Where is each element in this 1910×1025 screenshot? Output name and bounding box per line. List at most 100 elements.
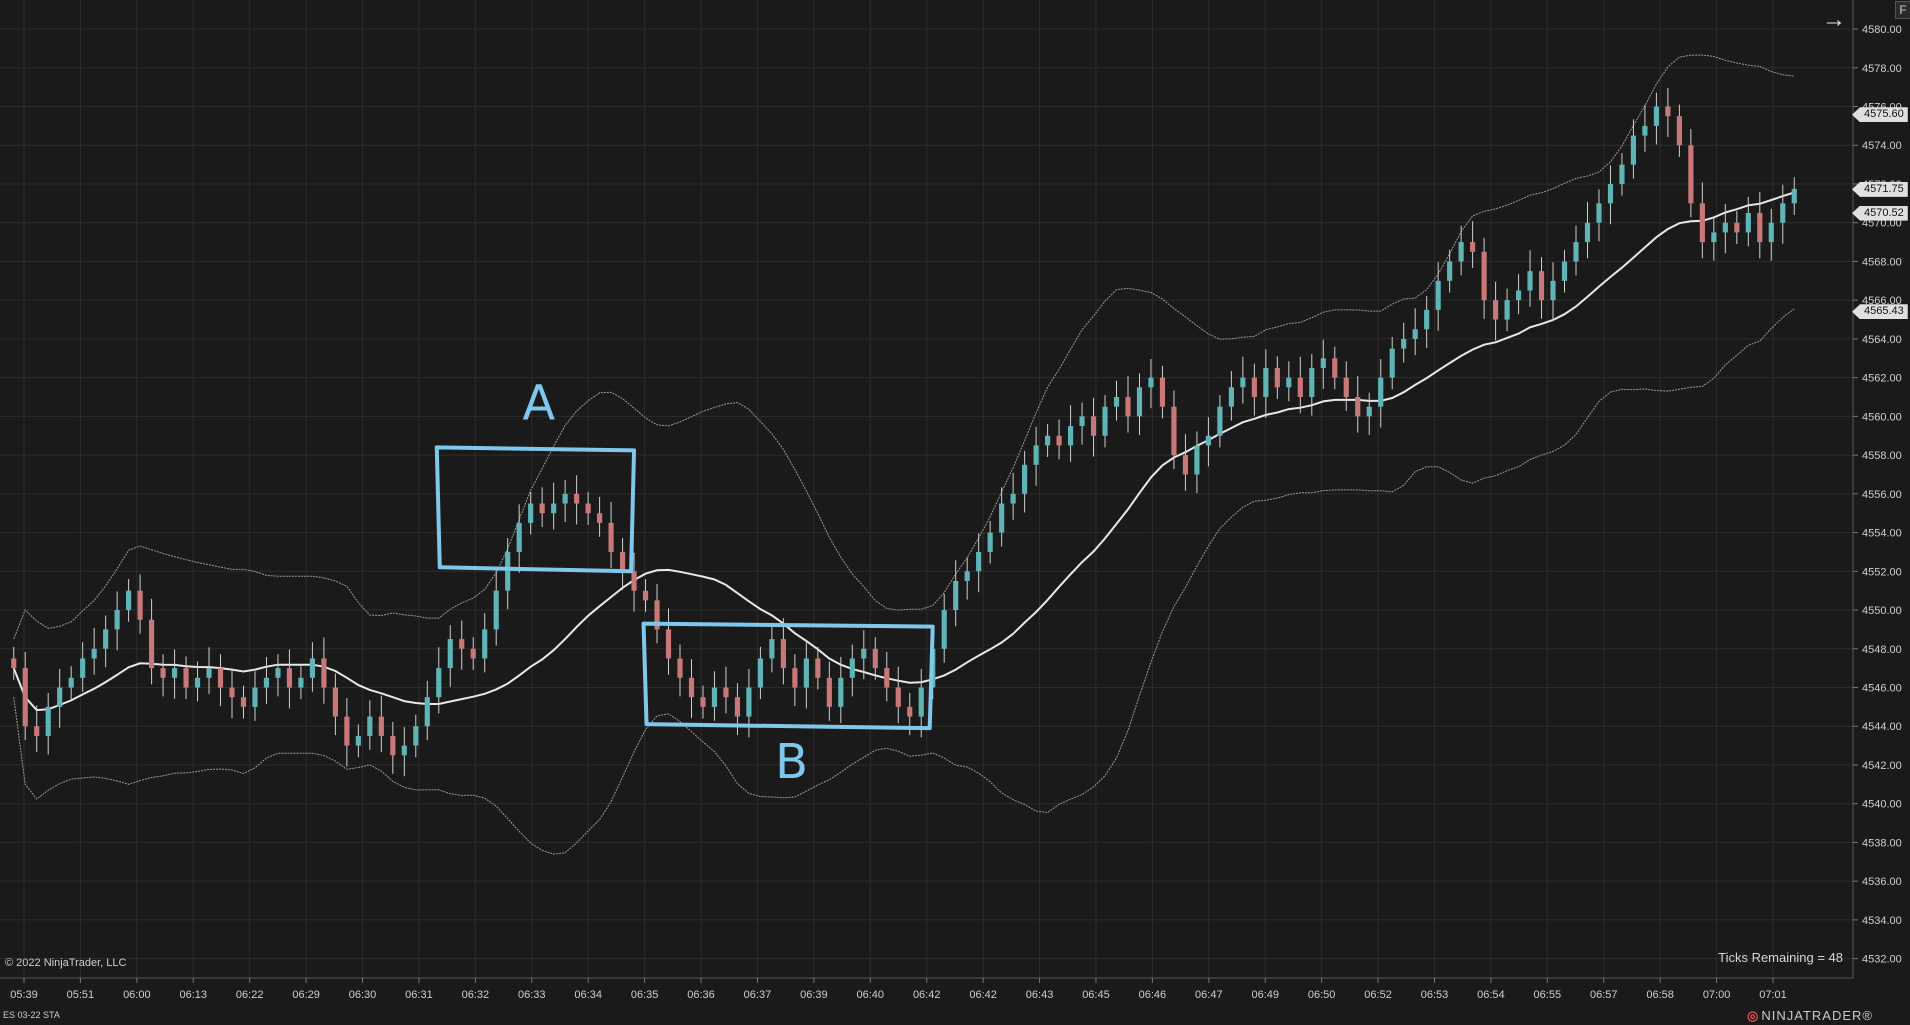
candle-body [757,658,763,688]
candle-body [907,706,913,717]
candle-body [1366,406,1372,417]
time-tick-label: 06:29 [292,989,320,1001]
candle-body [160,668,166,678]
candle-body [516,522,522,552]
candle-body [562,493,568,504]
brand-mark: ® [1862,1008,1873,1023]
candle-body [838,677,844,707]
candle-body [654,600,660,630]
candle-body [1194,445,1200,475]
time-tick-label: 06:36 [687,989,715,1001]
candle-body [1010,493,1016,504]
lower-band-line [13,308,1795,855]
candle-body [1653,106,1659,126]
candle-body [286,668,293,688]
candle-body [1067,426,1074,446]
candle-body [171,668,178,678]
time-tick-label: 06:58 [1646,989,1674,1001]
time-tick-label: 06:42 [969,989,997,1001]
candle-body [229,687,235,698]
candle-body [137,590,143,620]
candle-body [746,687,752,717]
candle-body [1584,222,1591,243]
candle-body [1596,203,1602,223]
candle-body [1642,125,1648,136]
candle-body [574,493,580,504]
candle-body [1561,261,1568,281]
candle-body [642,590,649,601]
middle-band-line [12,191,1795,712]
candle-body [1240,377,1246,388]
candle-body [884,668,890,688]
time-tick-label: 06:46 [1139,989,1167,1001]
time-tick-label: 06:39 [800,989,828,1001]
candle-body [1251,377,1257,398]
time-tick-label: 06:35 [631,989,659,1001]
candle-body [861,648,867,659]
candlesticks [11,87,1797,777]
candle-body [1745,213,1751,233]
candle-body [240,697,247,707]
candle-body [1768,222,1774,243]
candle-body [34,726,40,736]
candle-body [505,551,511,591]
candle-body [45,706,51,736]
price-tick-label: 4554.00 [1862,528,1902,540]
candle-body [493,590,499,630]
candle-body [378,716,384,736]
price-tick-label: 4560.00 [1862,411,1902,423]
price-tick-label: 4532.00 [1862,954,1902,966]
hand-drawn-annotations: AB [434,375,935,790]
price-tick-label: 4574.00 [1862,140,1902,152]
candle-body [436,668,442,698]
time-tick-label: 06:52 [1364,989,1392,1001]
arrow-right-icon[interactable]: → [1822,6,1846,33]
annotation-box-b [641,621,935,731]
candle-body [1309,367,1315,398]
candle-body [252,687,258,707]
candle-body [1458,242,1464,262]
price-tick-label: 4564.00 [1862,334,1902,346]
candle-body [1493,300,1499,320]
candle-body [1217,406,1223,436]
candle-body [1263,367,1269,398]
time-tick-label: 05:51 [67,989,95,1001]
candle-body [1228,387,1234,407]
candle-body [332,687,338,717]
time-tick-label: 06:13 [179,989,207,1001]
candle-body [298,677,304,688]
price-tick-label: 4568.00 [1862,256,1902,268]
candle-body [1538,271,1545,301]
candle-body [1090,416,1097,436]
time-tick-label: 06:54 [1477,989,1505,1001]
candle-body [964,571,970,581]
candle-body [11,658,17,669]
f-button[interactable]: F [1895,1,1910,19]
candle-body [1401,338,1407,349]
bollinger-bands [12,54,1795,855]
time-tick-label: 06:32 [462,989,490,1001]
candle-body [206,668,212,678]
annotation-label-a: A [522,375,555,431]
time-tick-label: 06:45 [1082,989,1110,1001]
candle-body [1619,164,1625,184]
candle-body [1757,213,1763,243]
candle-body [1470,242,1476,252]
candle-body [1435,280,1441,310]
price-tag: 4565.43 [1852,304,1908,320]
candle-body [1424,309,1430,330]
candle-body [1332,358,1338,378]
ninjatrader-logo-icon: ◎ [1747,1008,1760,1023]
candle-body [1033,445,1039,465]
candle-body [263,677,270,688]
candle-body [1022,464,1028,494]
time-tick-label: 06:55 [1534,989,1562,1001]
price-tick-label: 4540.00 [1862,799,1902,811]
candle-body [1171,406,1177,456]
candle-body [1699,203,1705,243]
candle-body [22,668,28,727]
time-axis: 05:39 05:51 06:00 06:13 06:22 06:29 06:30 06:31… [0,977,1853,1001]
candle-body [1056,435,1062,446]
brand-text: NINJATRADER [1761,1008,1863,1023]
